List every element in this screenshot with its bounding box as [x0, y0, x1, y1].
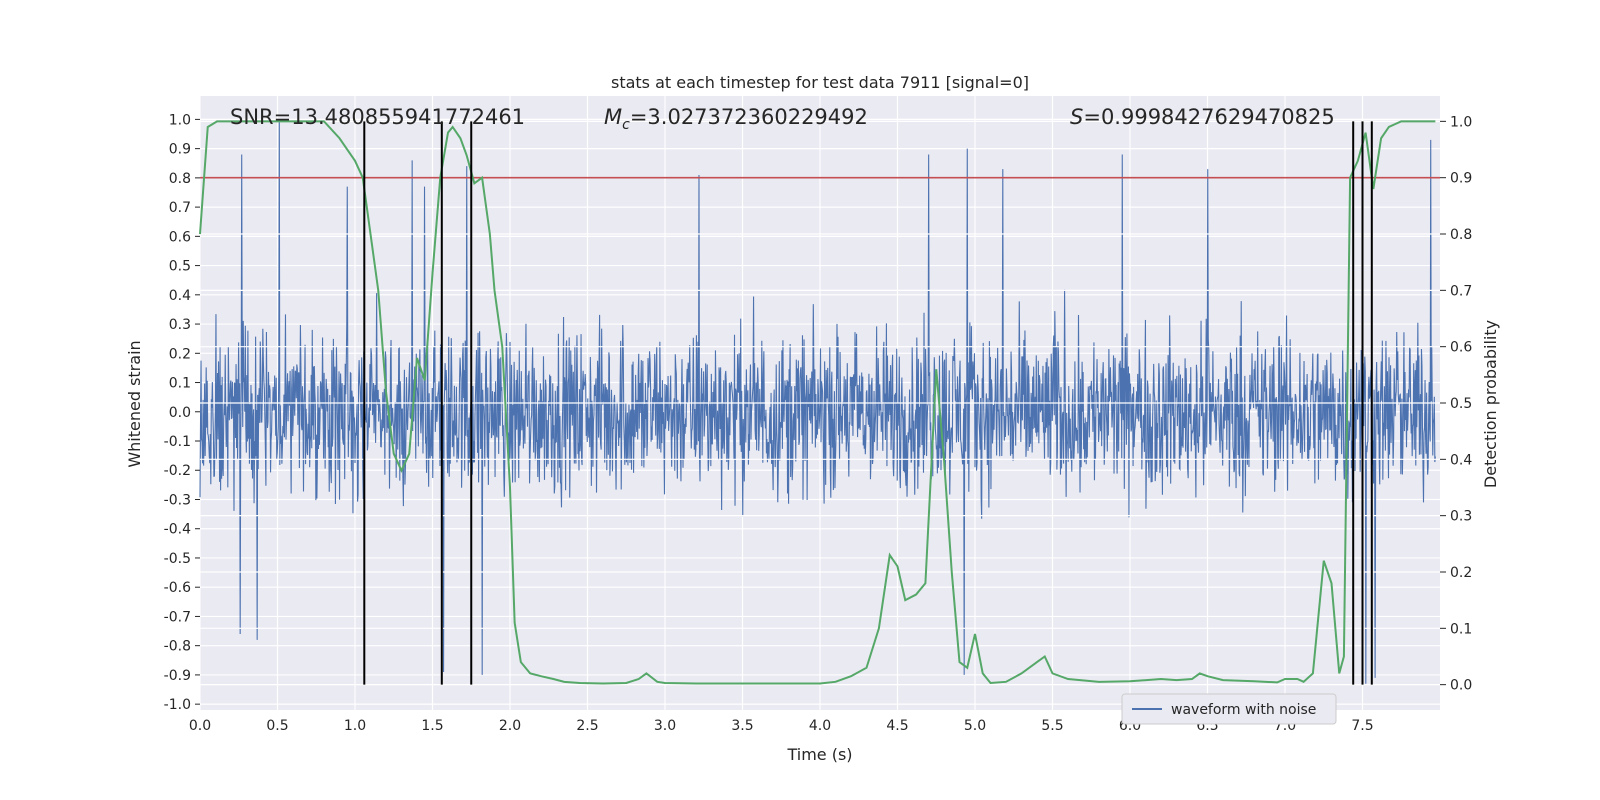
- y2-tick-label: 0.1: [1450, 621, 1472, 637]
- right-axis-grid: [200, 120, 1440, 686]
- legend: waveform with noise: [1121, 693, 1337, 725]
- y2-tick-label: 0.2: [1450, 565, 1472, 581]
- snr-annotation: SNR=13.480855941772461: [230, 105, 525, 129]
- s-value: =0.9998427629470825: [1083, 105, 1334, 129]
- x-axis-title: Time (s): [786, 745, 852, 764]
- y-tick-label: -0.7: [164, 609, 191, 625]
- y-tick-label: 0.3: [169, 317, 191, 333]
- chart-title: stats at each timestep for test data 791…: [611, 73, 1029, 92]
- y-tick-label: 0.5: [169, 259, 191, 275]
- legend-box: [1121, 693, 1337, 725]
- y-tick-label: 0.0: [169, 405, 191, 421]
- detection-markers: [363, 121, 1373, 685]
- s-annotation: S=0.9998427629470825: [1070, 105, 1335, 129]
- y2-axis-title: Detection probability: [1481, 320, 1500, 488]
- x-tick-label: 2.5: [576, 718, 598, 734]
- y2-tick-label: 0.5: [1450, 396, 1472, 412]
- y2-tick-label: 0.7: [1450, 283, 1472, 299]
- y2-tick-label: 1.0: [1450, 114, 1472, 130]
- mc-symbol: M: [604, 105, 622, 129]
- x-tick-label: 2.0: [499, 718, 521, 734]
- y2-tick-label: 0.3: [1450, 509, 1472, 525]
- y-tick-label: -0.8: [164, 639, 191, 655]
- y-tick-label: -0.6: [164, 580, 191, 596]
- y-tick-label: 0.9: [169, 142, 191, 158]
- waveform-line: [199, 122, 1436, 684]
- y2-tick-label: 0.4: [1450, 452, 1472, 468]
- x-tick-label: 0.5: [266, 718, 288, 734]
- x-tick-label: 5.0: [964, 718, 986, 734]
- y-axis-title: Whitened strain: [125, 340, 144, 467]
- y-tick-label: -0.9: [164, 668, 191, 684]
- probability-line: [199, 120, 1436, 685]
- x-tick-label: 0.0: [189, 718, 211, 734]
- mc-subscript: c: [622, 117, 630, 133]
- y-tick-label: 1.0: [169, 112, 191, 128]
- y2-tick-label: 0.6: [1450, 340, 1472, 356]
- x-tick-label: 5.5: [1041, 718, 1063, 734]
- y-tick-label: 0.4: [169, 288, 191, 304]
- y-tick-label: -0.3: [164, 492, 191, 508]
- mc-value: =3.027372360229492: [630, 105, 868, 129]
- x-tick-label: 1.0: [344, 718, 366, 734]
- x-tick-label: 7.5: [1351, 718, 1373, 734]
- y-tick-label: -0.2: [164, 463, 191, 479]
- chirp-mass-annotation: Mc=3.027372360229492: [604, 105, 868, 133]
- x-tick-label: 4.0: [809, 718, 831, 734]
- y-tick-label: 0.8: [169, 171, 191, 187]
- y-tick-label: 0.6: [169, 229, 191, 245]
- y-tick-label: 0.2: [169, 346, 191, 362]
- s-symbol: S: [1070, 105, 1083, 129]
- y-tick-label: -1.0: [164, 697, 191, 713]
- y-tick-label: 0.1: [169, 376, 191, 392]
- y-tick-label: -0.1: [164, 434, 191, 450]
- x-tick-label: 4.5: [886, 718, 908, 734]
- probability-series: [199, 120, 1436, 685]
- y-tick-label: -0.5: [164, 551, 191, 567]
- y2-tick-label: 0.8: [1450, 227, 1472, 243]
- legend-label: waveform with noise: [1171, 702, 1316, 718]
- x-tick-label: 3.0: [654, 718, 676, 734]
- x-tick-label: 3.5: [731, 718, 753, 734]
- axis-ticks: 0.0 0.5 1.0 1.5 2.0 2.5 3.0 3.5 4.0 4.5 5.0 5.5 6.0 6…: [164, 112, 1473, 734]
- y-tick-label: 0.7: [169, 200, 191, 216]
- y2-tick-label: 0.9: [1450, 171, 1472, 187]
- y2-tick-label: 0.0: [1450, 678, 1472, 694]
- x-tick-label: 1.5: [421, 718, 443, 734]
- y-tick-label: -0.4: [164, 522, 191, 538]
- waveform-series: [199, 122, 1436, 684]
